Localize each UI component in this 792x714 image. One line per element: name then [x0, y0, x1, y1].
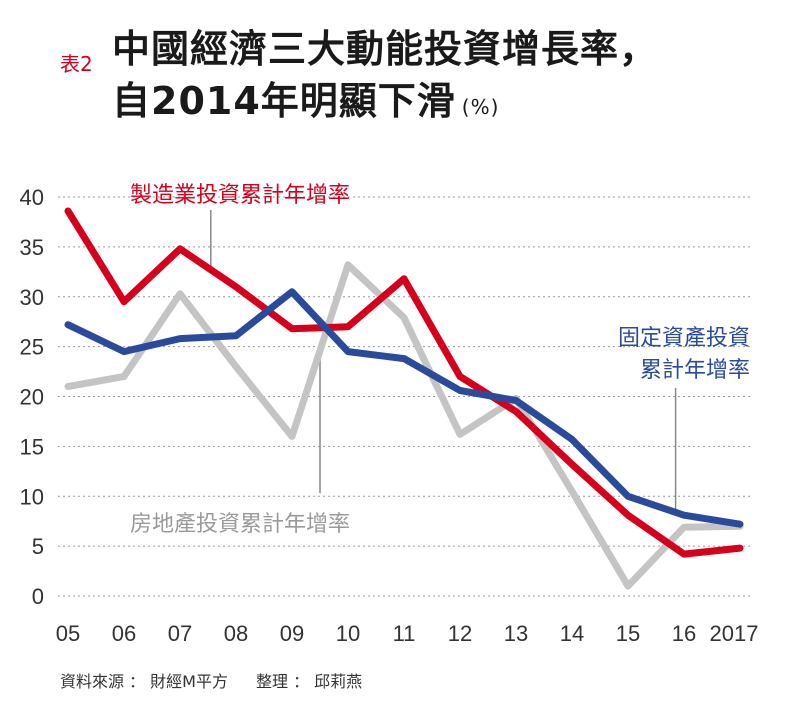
y-tick-label: 0 — [32, 584, 44, 609]
manufacturing-series-line — [64, 207, 744, 558]
x-tick-label: 08 — [224, 621, 248, 646]
y-tick-label: 25 — [20, 335, 44, 360]
x-tick-label: 16 — [672, 621, 696, 646]
y-tick-label: 20 — [20, 385, 44, 410]
y-tick-label: 15 — [20, 434, 44, 459]
chart-title-line2-text: 自2014年明顯下滑 — [112, 79, 456, 123]
real-estate-series-line — [64, 261, 744, 590]
x-tick-label: 12 — [448, 621, 472, 646]
y-tick-label: 40 — [20, 185, 44, 210]
y-tick-label: 30 — [20, 285, 44, 310]
series-labels: 製造業投資累計年增率 固定資產投資 累計年增率 房地產投資累計年增率 — [130, 183, 750, 537]
real-estate-series-label: 房地產投資累計年增率 — [130, 512, 350, 537]
grid-lines — [58, 196, 752, 597]
x-tick-label: 06 — [112, 621, 136, 646]
x-tick-label: 07 — [168, 621, 192, 646]
chart-title-line2: 自2014年明顯下滑 (%) — [112, 70, 499, 125]
x-axis-ticks: 05 06 07 08 09 10 11 12 13 14 15 16 2017 — [56, 621, 759, 646]
x-tick-label: 13 — [504, 621, 528, 646]
editor-credit: 整理 ： 邱莉燕 — [255, 672, 363, 691]
manufacturing-series-label: 製造業投資累計年增率 — [130, 183, 350, 208]
x-tick-label: 2017 — [710, 621, 759, 646]
x-tick-label: 15 — [616, 621, 640, 646]
x-tick-label: 14 — [560, 621, 584, 646]
fixed-asset-series-line — [64, 288, 744, 528]
label-leader-lines — [210, 210, 677, 511]
fixed-asset-series-label-line1: 固定資產投資 — [618, 326, 750, 351]
chart-title-line1: 中國經濟三大動能投資增長率， — [112, 27, 659, 71]
data-source: 資料來源 ： 財經M平方 — [60, 672, 228, 691]
x-tick-label: 09 — [280, 621, 304, 646]
y-tick-label: 10 — [20, 484, 44, 509]
y-axis-ticks: 0 5 10 15 20 25 30 35 40 — [20, 185, 44, 609]
x-tick-label: 11 — [393, 621, 416, 646]
source-note: 資料來源 ： 財經M平方 整理 ： 邱莉燕 — [60, 668, 362, 692]
y-tick-label: 5 — [32, 534, 44, 559]
figure-number: 表2 — [60, 52, 93, 76]
x-tick-label: 05 — [56, 621, 80, 646]
x-tick-label: 10 — [336, 621, 360, 646]
unit-label: (%) — [461, 95, 500, 119]
fixed-asset-series-label-line2: 累計年增率 — [640, 358, 750, 383]
series-lines — [64, 207, 744, 590]
y-tick-label: 35 — [20, 235, 44, 260]
